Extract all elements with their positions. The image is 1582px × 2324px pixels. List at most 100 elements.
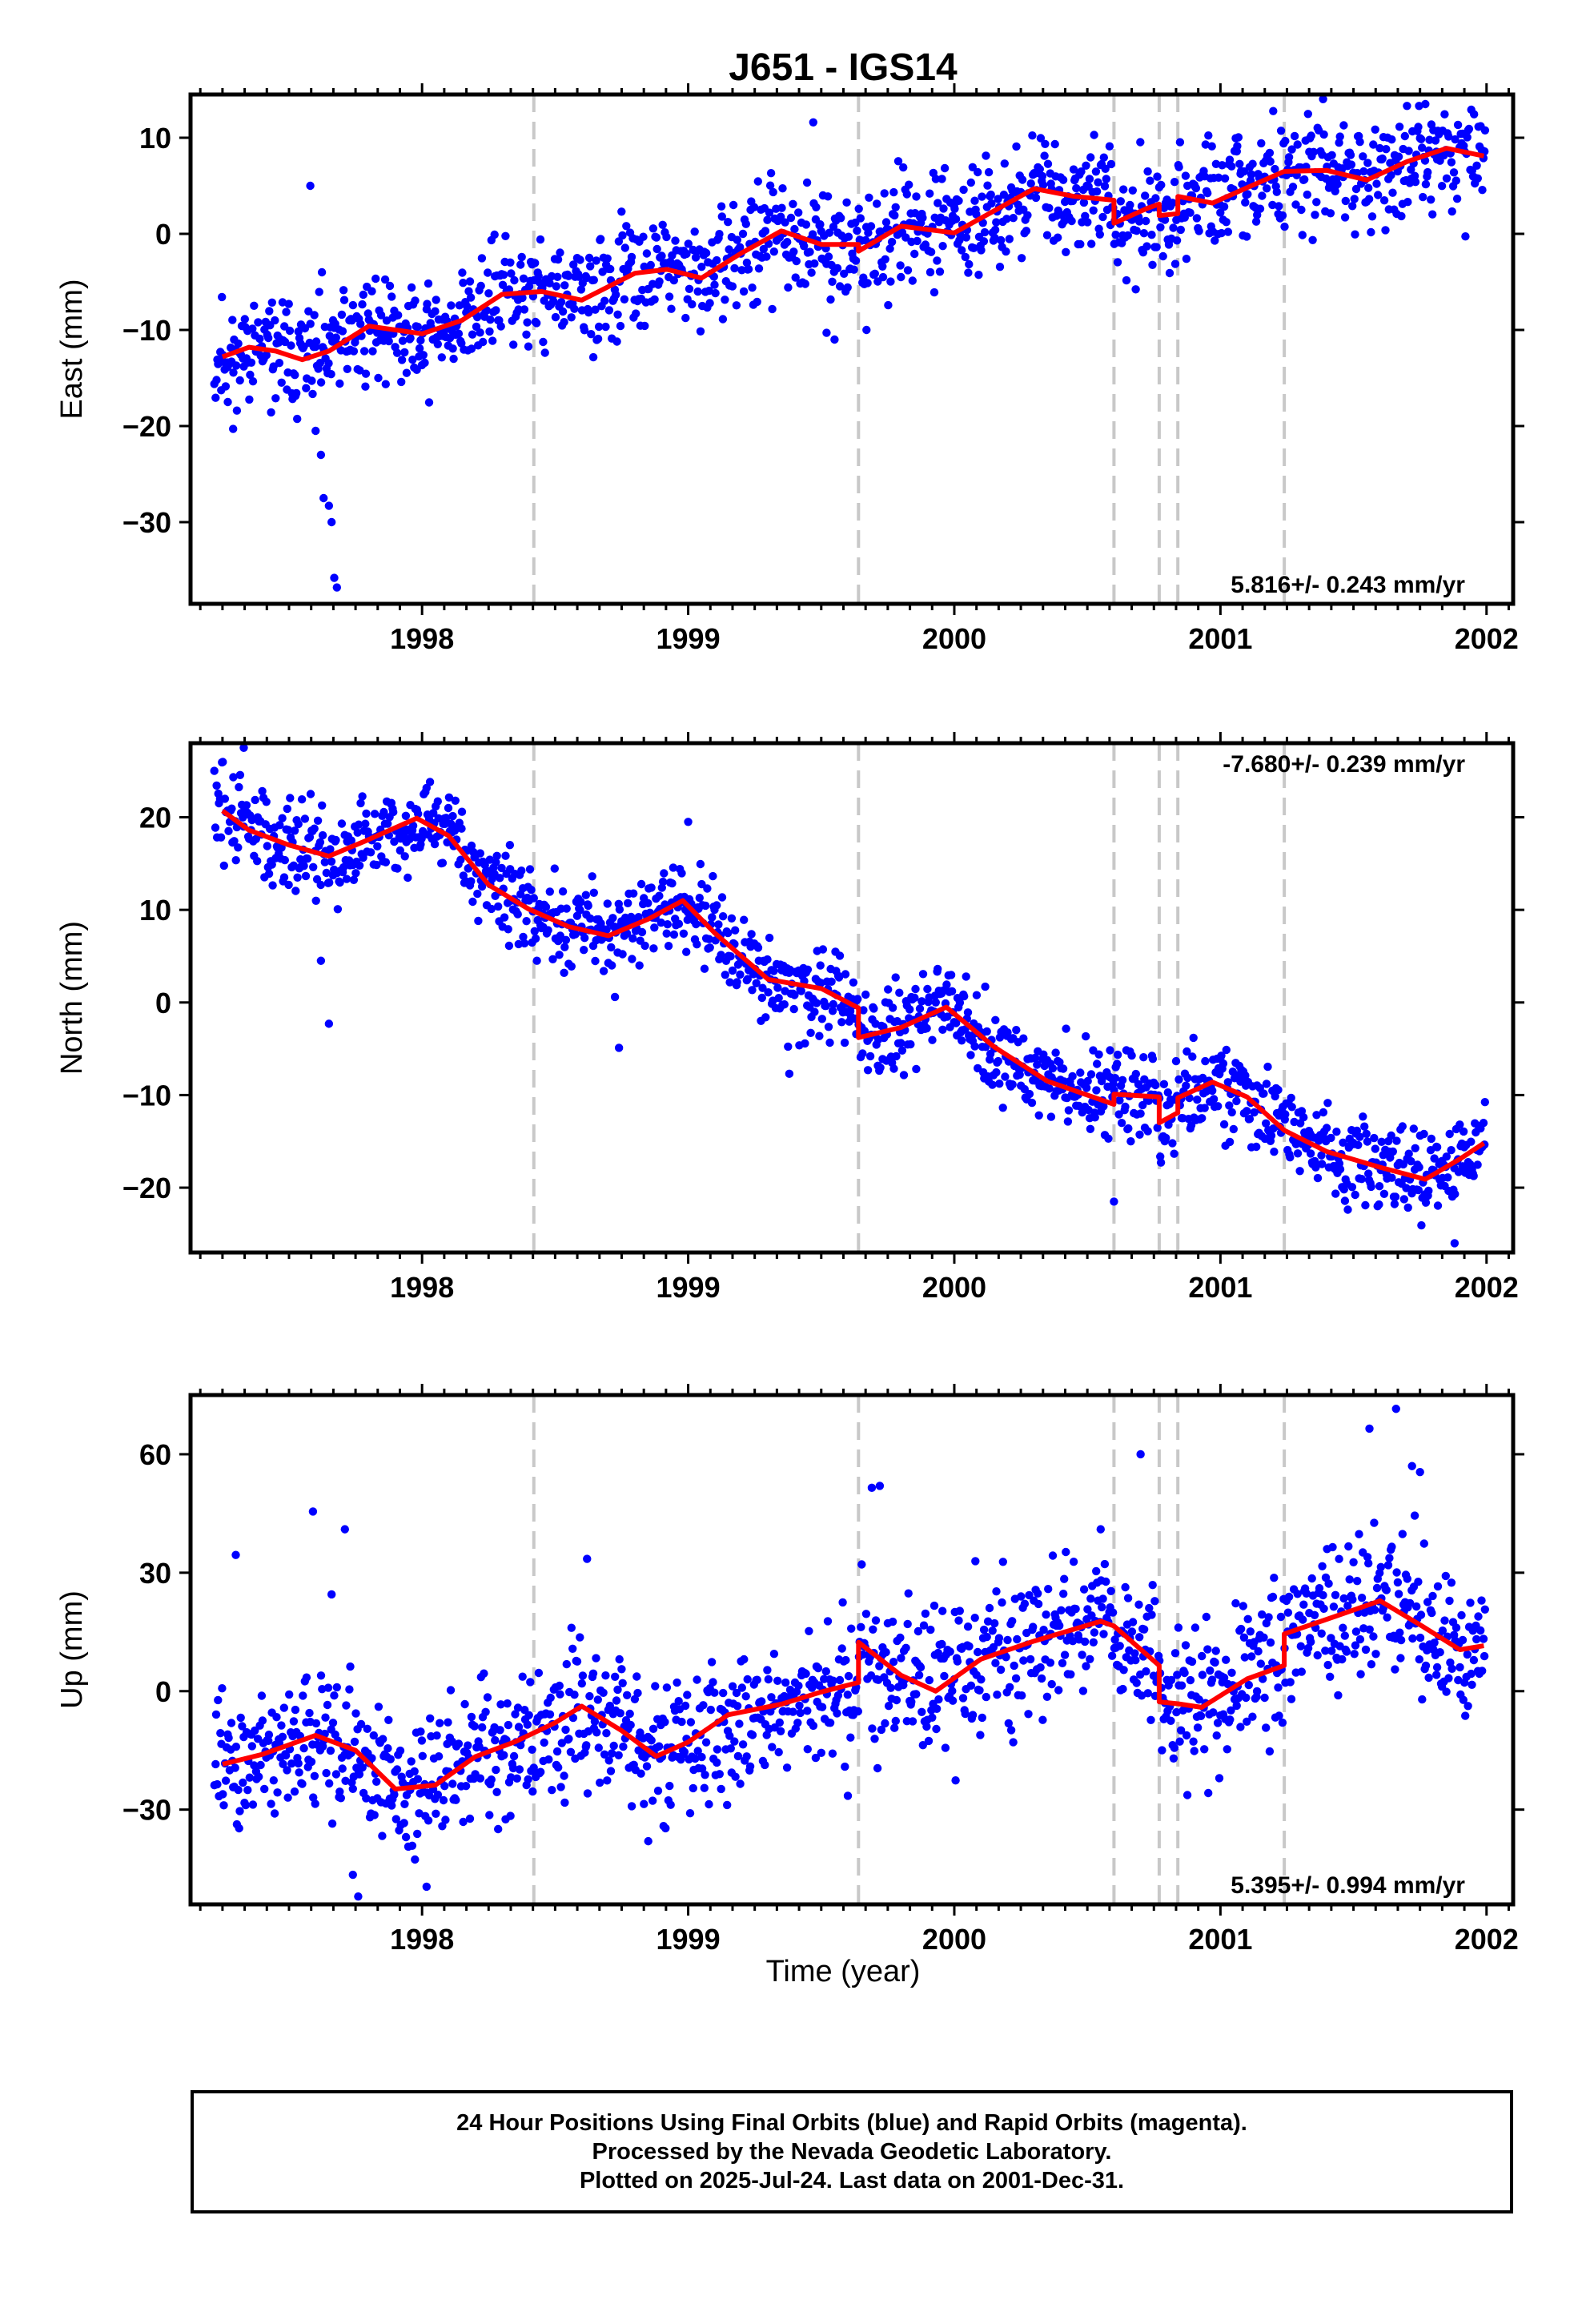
up-point (336, 1794, 345, 1803)
up-point (1102, 1577, 1110, 1586)
up-point (1343, 1602, 1352, 1610)
up-point (554, 1763, 563, 1772)
east-point (560, 318, 568, 327)
up-point (1452, 1623, 1461, 1632)
east-point (1272, 187, 1282, 196)
north-point (821, 1001, 830, 1011)
east-point (1414, 123, 1423, 131)
up-point (742, 1752, 751, 1761)
up-point (298, 1779, 307, 1788)
north-point (1270, 1148, 1279, 1156)
up-point (1326, 1672, 1335, 1681)
up-point (1361, 1645, 1371, 1655)
north-point (1162, 1133, 1170, 1143)
east-point (744, 265, 753, 274)
north-point (1159, 1080, 1169, 1089)
up-point (693, 1747, 702, 1755)
up-point (998, 1558, 1008, 1566)
east-point (1374, 191, 1383, 199)
north-point (1447, 1146, 1456, 1155)
up-point (1355, 1530, 1363, 1538)
east-point (1138, 248, 1148, 257)
up-point (992, 1587, 1001, 1596)
east-point (473, 312, 482, 322)
up-point (321, 1713, 330, 1722)
up-point (1123, 1594, 1133, 1602)
east-point (458, 268, 467, 277)
north-y-tick-label: 0 (155, 987, 171, 1019)
up-point (1100, 1559, 1110, 1569)
east-y-tick-label: −30 (122, 506, 171, 539)
east-point (531, 259, 540, 267)
east-point (1341, 196, 1351, 206)
east-point (601, 322, 610, 332)
up-point (971, 1557, 980, 1566)
up-y-tick-label: 0 (155, 1675, 171, 1708)
east-point (1326, 209, 1335, 218)
north-point (1360, 1122, 1369, 1131)
east-point (730, 263, 739, 273)
up-point (1319, 1604, 1328, 1614)
east-point (705, 286, 713, 296)
up-point (572, 1657, 582, 1666)
east-point (221, 382, 231, 391)
east-point (754, 264, 764, 273)
up-point (239, 1778, 247, 1787)
north-point (286, 794, 295, 802)
up-x-tick-label: 1998 (390, 1923, 454, 1956)
up-point (841, 1762, 849, 1771)
east-point (212, 376, 221, 384)
east-point (271, 394, 280, 403)
up-point (753, 1675, 761, 1684)
north-point (560, 943, 569, 951)
east-point (1099, 153, 1109, 162)
east-point (467, 344, 476, 353)
north-point (947, 987, 957, 996)
east-point (1308, 235, 1317, 244)
east-point (415, 344, 424, 353)
x-axis-label: Time (year) (766, 1955, 921, 1988)
north-point (404, 873, 412, 883)
up-point (483, 1693, 492, 1702)
north-point (235, 782, 243, 792)
up-point (1444, 1674, 1453, 1683)
east-point (627, 252, 636, 262)
up-point (1142, 1667, 1150, 1676)
up-point (1008, 1617, 1017, 1626)
up-point (270, 1809, 279, 1818)
north-point (1442, 1152, 1452, 1161)
up-point (1275, 1711, 1283, 1720)
up-point (596, 1778, 604, 1787)
north-point (293, 873, 302, 883)
east-point (974, 271, 983, 279)
up-point (464, 1741, 472, 1750)
east-point (642, 249, 652, 258)
east-point (864, 228, 873, 237)
east-point (600, 296, 609, 305)
north-point (1404, 1149, 1413, 1158)
east-point (652, 233, 661, 242)
east-point (1387, 135, 1396, 144)
north-point (400, 852, 409, 861)
north-point (899, 1071, 909, 1080)
east-point (1388, 188, 1397, 197)
up-point (773, 1676, 782, 1685)
north-point (834, 973, 844, 982)
up-point (570, 1691, 579, 1699)
east-point (591, 305, 600, 314)
up-point (408, 1841, 417, 1850)
up-point (1219, 1673, 1229, 1683)
north-point (278, 814, 287, 822)
up-point (890, 1723, 899, 1732)
up-point (844, 1671, 853, 1681)
east-point (392, 348, 402, 357)
north-point (251, 834, 260, 843)
up-point (735, 1719, 744, 1728)
up-point (740, 1655, 749, 1664)
east-point (1141, 191, 1150, 200)
up-point (940, 1671, 949, 1681)
up-point (504, 1720, 513, 1730)
north-point (1445, 1129, 1454, 1139)
up-point (963, 1622, 973, 1631)
east-point (484, 268, 492, 277)
